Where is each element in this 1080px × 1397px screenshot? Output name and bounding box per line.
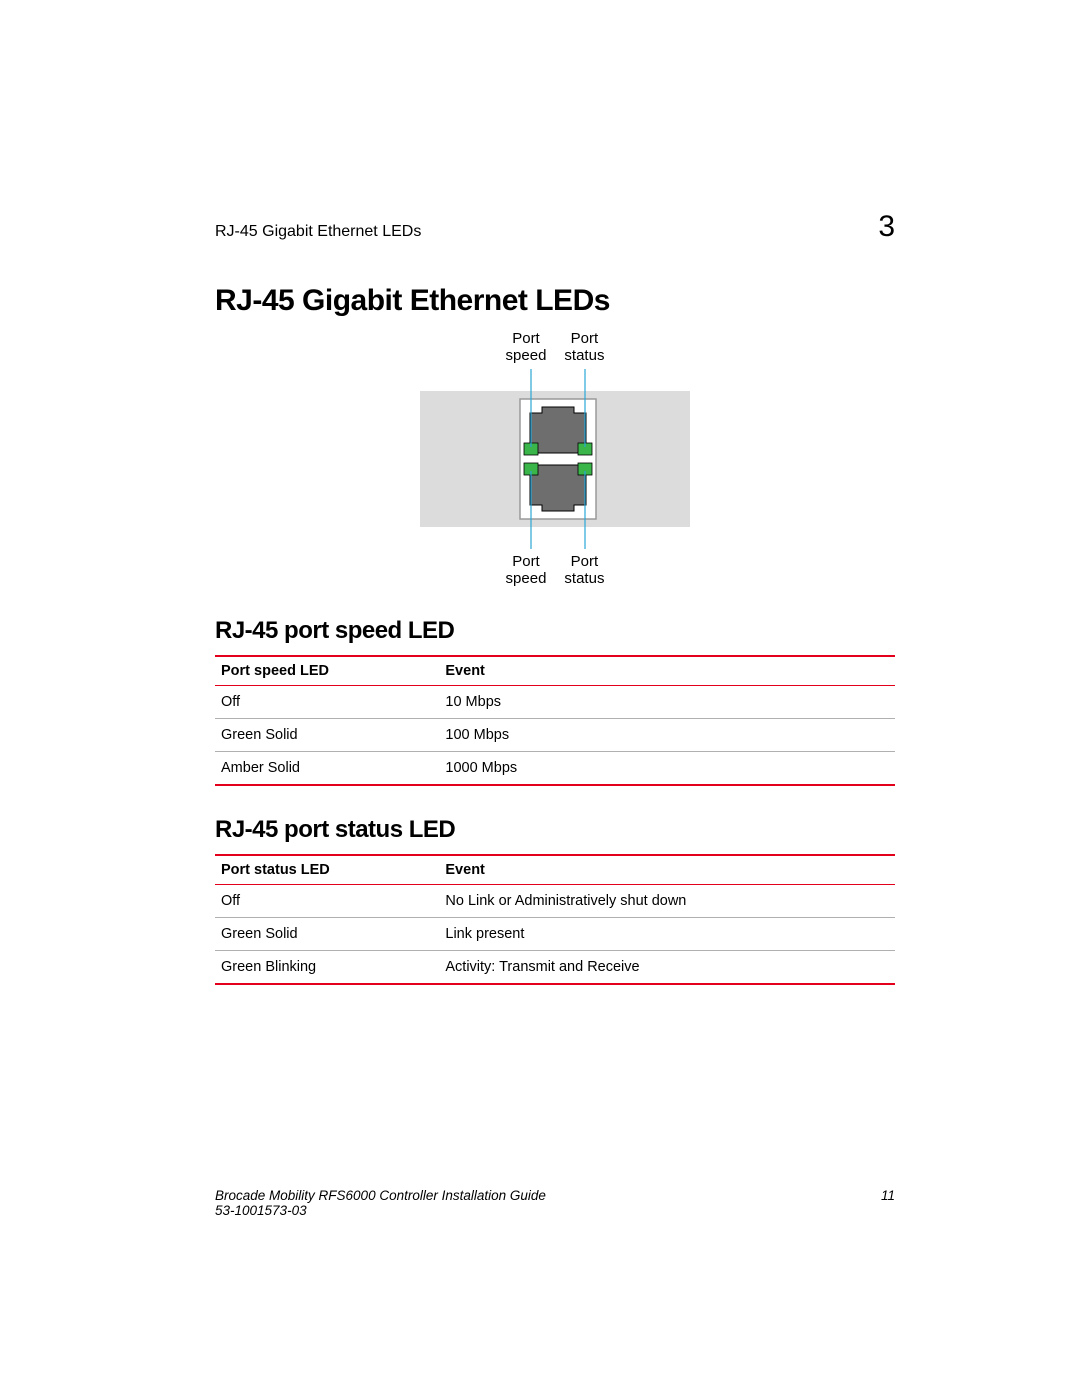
cell: Green Blinking	[215, 951, 439, 985]
cell: Off	[215, 885, 439, 918]
cell: 10 Mbps	[439, 686, 895, 719]
running-header: RJ-45 Gigabit Ethernet LEDs 3	[215, 210, 895, 244]
table-header-row: Port status LED Event	[215, 855, 895, 885]
page-content: RJ-45 Gigabit Ethernet LEDs 3 RJ-45 Giga…	[215, 210, 895, 985]
table-port-status: Port status LED Event Off No Link or Adm…	[215, 854, 895, 985]
col-header: Port speed LED	[215, 656, 439, 686]
port-bottom	[524, 463, 592, 511]
cell: Link present	[439, 918, 895, 951]
footer-book-title: Brocade Mobility RFS6000 Controller Inst…	[215, 1188, 546, 1203]
page-footer: Brocade Mobility RFS6000 Controller Inst…	[215, 1188, 895, 1218]
label-port-status-bottom: Port status	[564, 553, 604, 588]
cell: 100 Mbps	[439, 719, 895, 752]
table-row: Off 10 Mbps	[215, 686, 895, 719]
label-port-speed-bottom: Port speed	[506, 553, 547, 588]
col-header: Port status LED	[215, 855, 439, 885]
rj45-ports-svg	[420, 369, 690, 549]
table-header-row: Port speed LED Event	[215, 656, 895, 686]
running-title: RJ-45 Gigabit Ethernet LEDs	[215, 223, 421, 241]
diagram-top-labels: Port speed Port status	[215, 330, 895, 365]
label-port-status-top: Port status	[564, 330, 604, 365]
footer-page-number: 11	[881, 1188, 895, 1218]
table-row: Green Solid 100 Mbps	[215, 719, 895, 752]
cell: Amber Solid	[215, 752, 439, 786]
chapter-number: 3	[878, 210, 895, 244]
cell: 1000 Mbps	[439, 752, 895, 786]
page-title: RJ-45 Gigabit Ethernet LEDs	[215, 284, 895, 318]
cell: Activity: Transmit and Receive	[439, 951, 895, 985]
cell: Off	[215, 686, 439, 719]
table-row: Amber Solid 1000 Mbps	[215, 752, 895, 786]
diagram-bottom-labels: Port speed Port status	[215, 553, 895, 588]
cell: Green Solid	[215, 719, 439, 752]
col-header: Event	[439, 656, 895, 686]
cell: Green Solid	[215, 918, 439, 951]
cell: No Link or Administratively shut down	[439, 885, 895, 918]
table-row: Green Solid Link present	[215, 918, 895, 951]
heading-port-speed: RJ-45 port speed LED	[215, 617, 895, 645]
heading-port-status: RJ-45 port status LED	[215, 816, 895, 844]
label-port-speed-top: Port speed	[506, 330, 547, 365]
table-port-speed: Port speed LED Event Off 10 Mbps Green S…	[215, 655, 895, 786]
rj45-diagram: Port speed Port status	[215, 330, 895, 587]
footer-doc-number: 53-1001573-03	[215, 1203, 546, 1218]
table-row: Green Blinking Activity: Transmit and Re…	[215, 951, 895, 985]
port-top	[524, 407, 592, 455]
col-header: Event	[439, 855, 895, 885]
table-row: Off No Link or Administratively shut dow…	[215, 885, 895, 918]
